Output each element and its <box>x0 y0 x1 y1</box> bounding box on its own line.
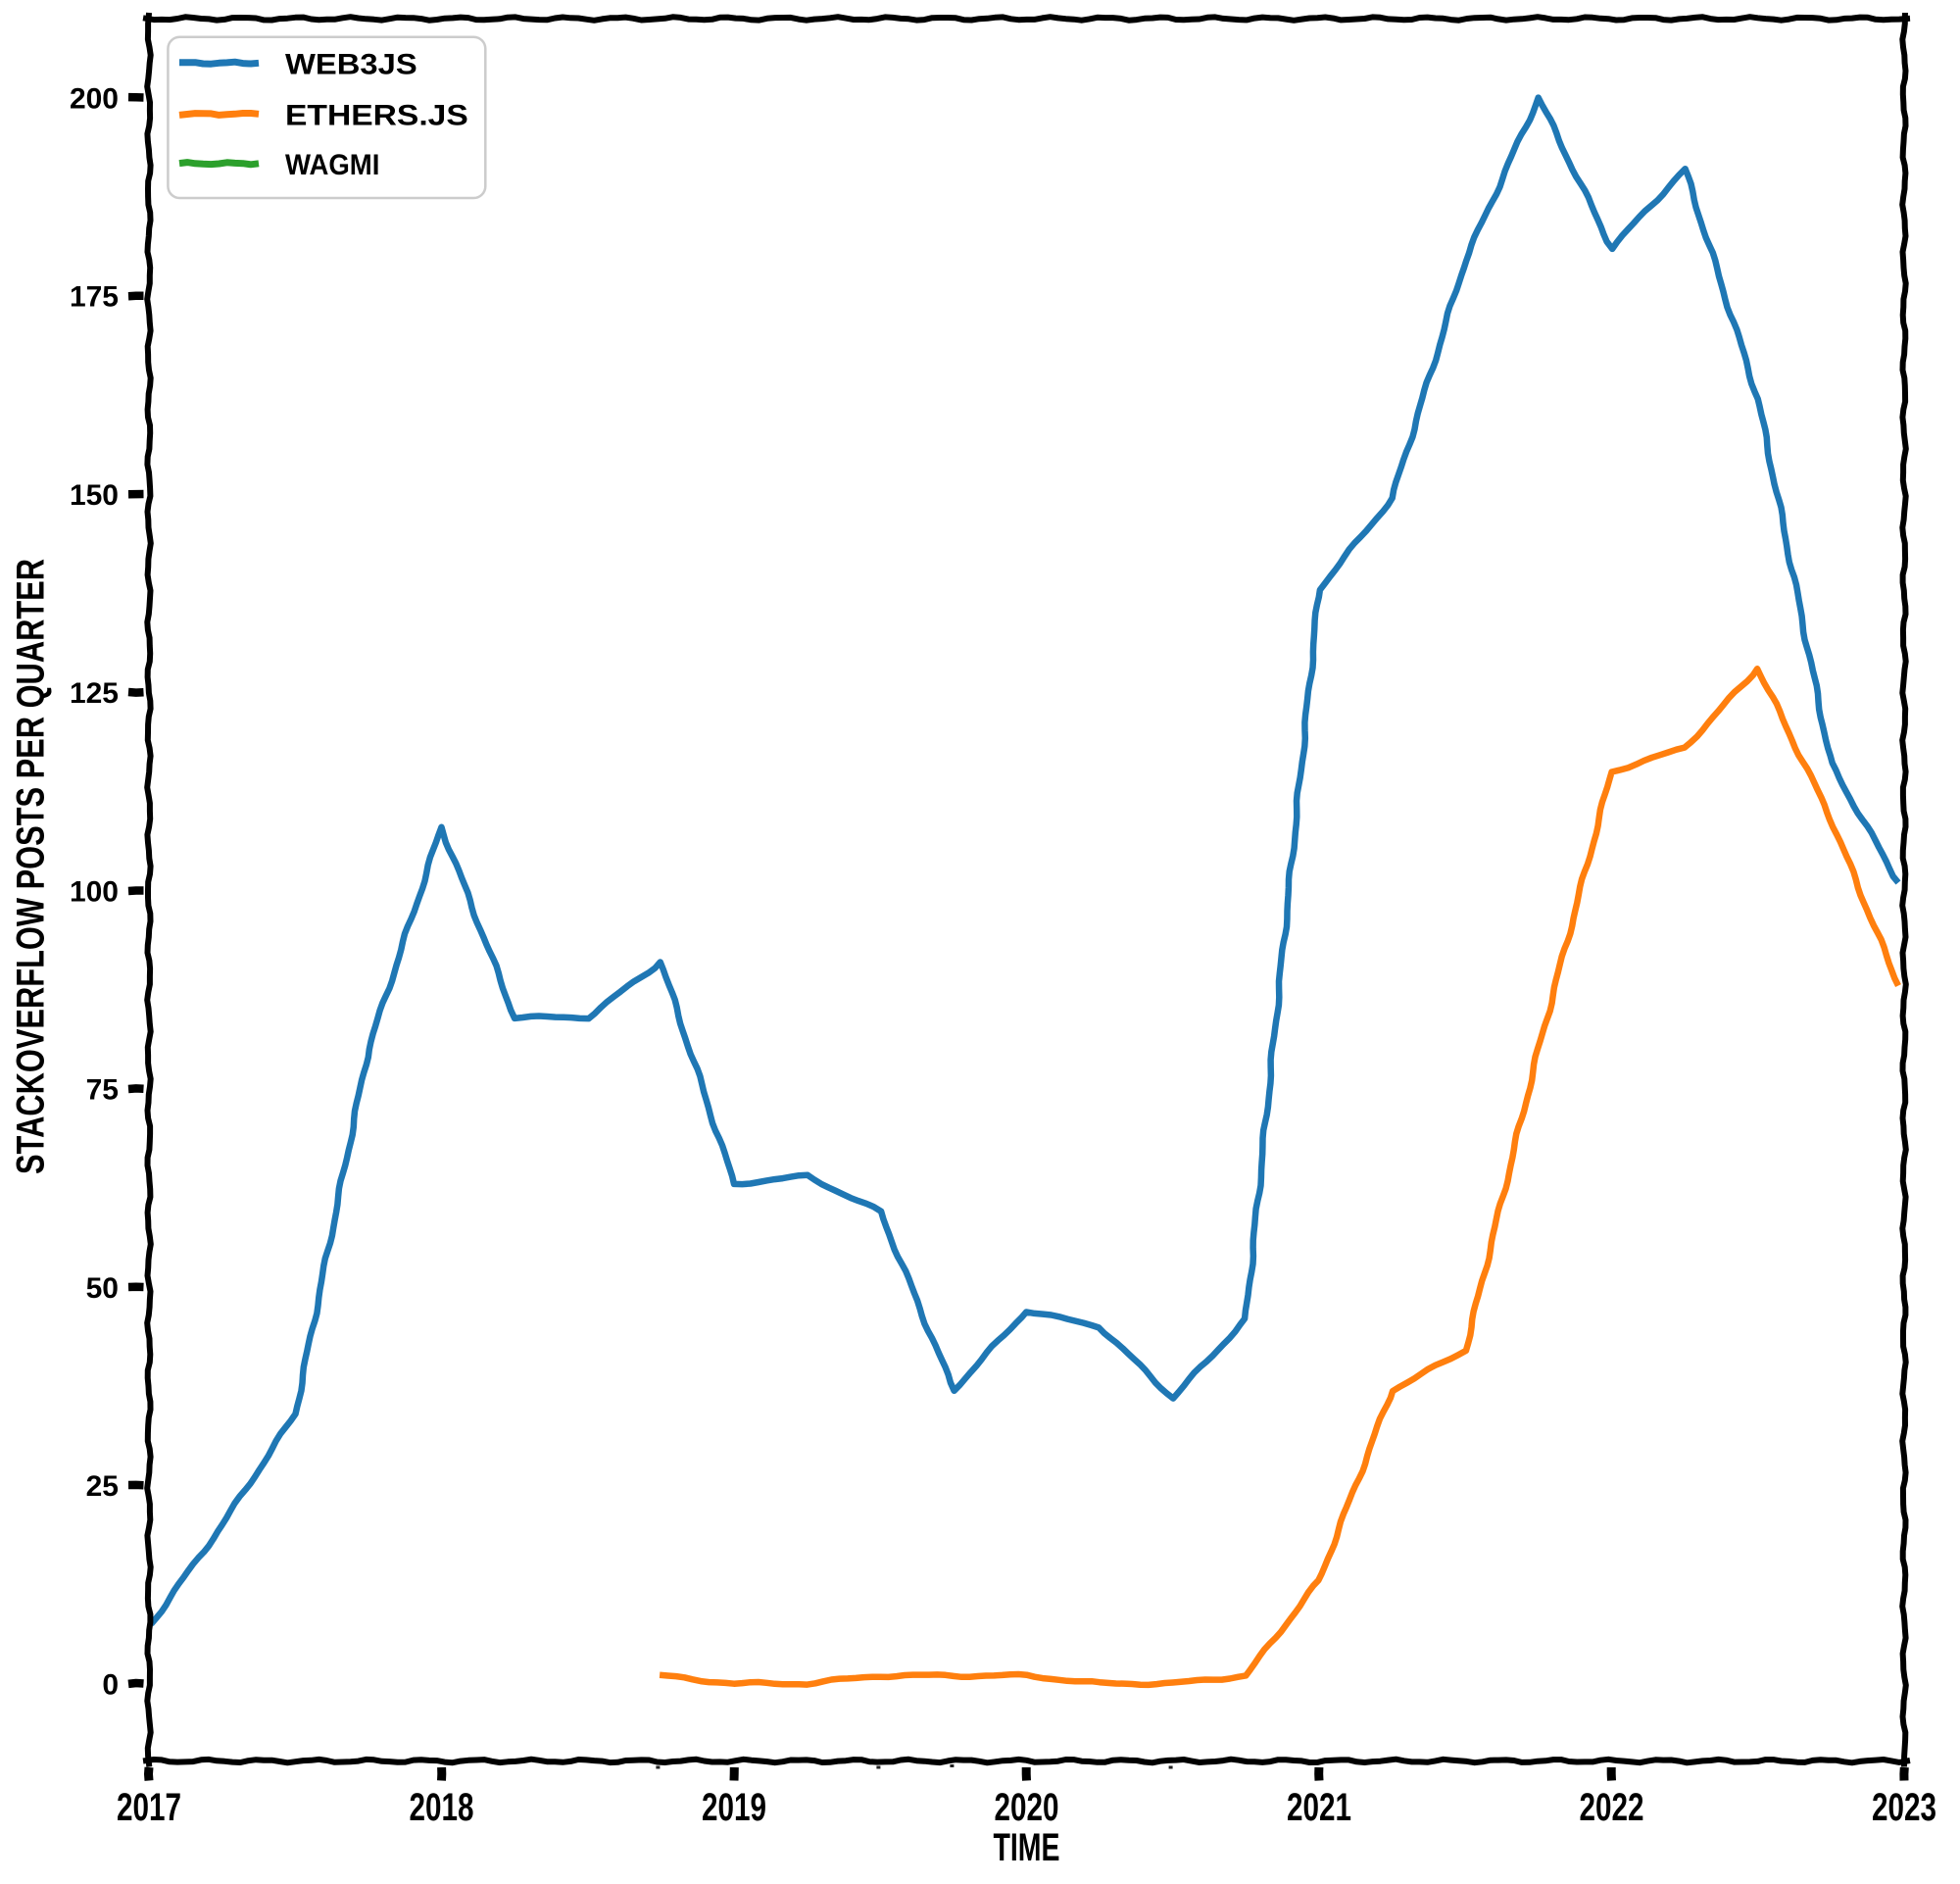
svg-text:175: 175 <box>70 281 119 314</box>
svg-text:ETHERS.JS: ETHERS.JS <box>285 99 468 131</box>
svg-text:WEB3JS: WEB3JS <box>285 48 417 80</box>
svg-text:125: 125 <box>70 677 119 710</box>
svg-text:2023: 2023 <box>1872 1786 1936 1829</box>
svg-text:TIME: TIME <box>994 1826 1060 1869</box>
svg-text:150: 150 <box>70 479 119 512</box>
svg-text:STACKOVERFLOW POSTS PER QUARTE: STACKOVERFLOW POSTS PER QUARTER <box>10 559 53 1174</box>
svg-text:25: 25 <box>86 1470 119 1503</box>
svg-text:200: 200 <box>70 82 119 115</box>
svg-text:2021: 2021 <box>1287 1786 1351 1829</box>
svg-text:50: 50 <box>86 1272 119 1305</box>
svg-text:WAGMI: WAGMI <box>285 149 379 181</box>
svg-text:75: 75 <box>86 1074 119 1107</box>
svg-text:2017: 2017 <box>117 1786 181 1829</box>
svg-text:2018: 2018 <box>410 1786 474 1829</box>
svg-text:0: 0 <box>102 1668 119 1701</box>
svg-text:2019: 2019 <box>702 1786 766 1829</box>
svg-text:100: 100 <box>70 875 119 908</box>
svg-text:2020: 2020 <box>995 1786 1059 1829</box>
svg-text:2022: 2022 <box>1580 1786 1644 1829</box>
